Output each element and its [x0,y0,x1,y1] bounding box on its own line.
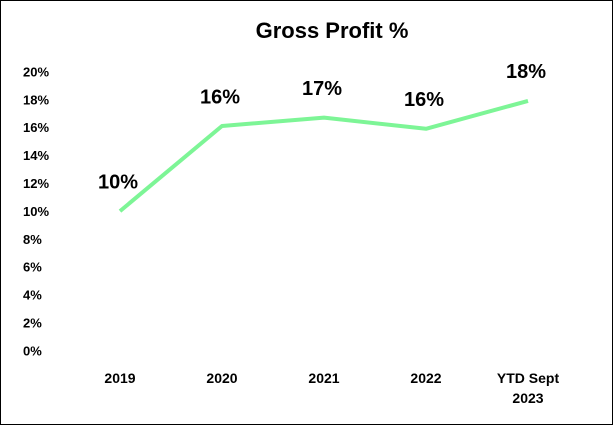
y-tick-label: 10% [23,204,49,219]
x-tick-label: YTD Sept 2023 [496,370,560,406]
y-tick-label: 12% [23,176,49,191]
y-tick-label: 6% [23,260,42,275]
y-tick-label: 4% [23,288,42,303]
y-tick-label: 2% [23,316,42,331]
x-tick-label: 2020 [206,370,238,386]
line [118,98,529,213]
y-tick-label: 0% [23,343,42,358]
y-tick-label: 18% [23,92,49,107]
y-tick-label: 16% [23,120,49,135]
data-label: 16% [200,86,240,108]
data-label: 16% [404,89,444,111]
chart-title: Gross Profit % [256,18,409,43]
data-label: 17% [302,78,342,100]
y-tick-label: 8% [23,232,42,247]
y-tick-label: 14% [23,148,49,163]
data-label: 18% [506,61,546,83]
y-tick-label: 20% [23,64,49,79]
x-tick-label: 2019 [104,370,136,386]
data-label: 10% [98,171,138,193]
x-tick-label: 2021 [308,370,340,386]
x-tick-label: 2022 [410,370,442,386]
